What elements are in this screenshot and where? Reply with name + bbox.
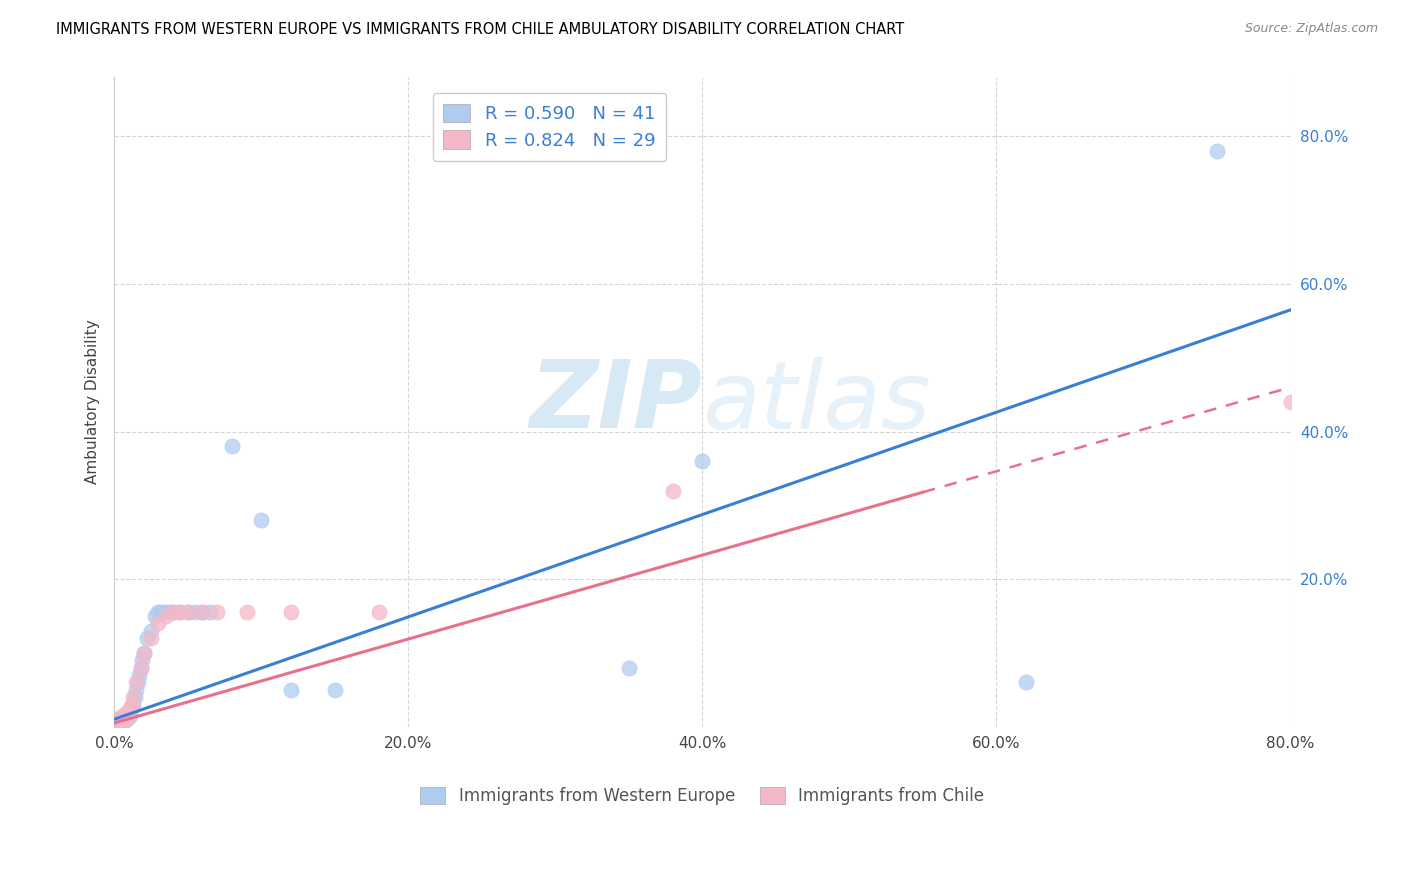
Point [205, 605, 228, 619]
Legend: Immigrants from Western Europe, Immigrants from Chile: Immigrants from Western Europe, Immigran… [413, 780, 991, 812]
Point [662, 483, 685, 498]
Point [121, 701, 143, 715]
Point [111, 714, 134, 728]
Point [114, 714, 136, 728]
Point [132, 646, 155, 660]
Point [177, 605, 200, 619]
Point [221, 439, 243, 453]
Point [198, 605, 221, 619]
Point [191, 605, 214, 619]
Point [150, 605, 173, 619]
Point [125, 675, 148, 690]
Point [104, 715, 127, 730]
Point [184, 605, 207, 619]
Point [135, 631, 157, 645]
Point [118, 705, 141, 719]
Point [129, 660, 152, 674]
Point [111, 715, 134, 730]
Point [131, 653, 153, 667]
Point [162, 605, 184, 619]
Point [191, 605, 214, 619]
Point [104, 715, 127, 730]
Point [117, 712, 139, 726]
Point [108, 712, 131, 726]
Point [617, 660, 640, 674]
Point [155, 609, 177, 624]
Point [148, 616, 170, 631]
Point [108, 714, 131, 728]
Point [1206, 145, 1229, 159]
Point [155, 605, 177, 619]
Point [110, 708, 132, 723]
Point [118, 705, 141, 719]
Point [1015, 675, 1038, 690]
Point [162, 605, 184, 619]
Point [235, 605, 257, 619]
Point [139, 624, 162, 638]
Point [692, 454, 714, 468]
Point [117, 711, 139, 725]
Point [367, 605, 389, 619]
Point [177, 605, 200, 619]
Point [169, 605, 191, 619]
Point [105, 712, 128, 726]
Point [128, 668, 150, 682]
Point [139, 631, 162, 645]
Point [169, 605, 191, 619]
Point [323, 682, 346, 697]
Point [124, 690, 146, 705]
Text: ZIP: ZIP [530, 356, 703, 448]
Point [250, 513, 273, 527]
Text: IMMIGRANTS FROM WESTERN EUROPE VS IMMIGRANTS FROM CHILE AMBULATORY DISABILITY CO: IMMIGRANTS FROM WESTERN EUROPE VS IMMIGR… [56, 22, 904, 37]
Point [121, 698, 143, 712]
Point [280, 605, 302, 619]
Y-axis label: Ambulatory Disability: Ambulatory Disability [86, 319, 100, 484]
Point [122, 690, 145, 705]
Text: atlas: atlas [703, 357, 931, 448]
Point [159, 605, 181, 619]
Point [120, 701, 142, 715]
Point [132, 646, 155, 660]
Point [127, 675, 149, 690]
Point [105, 714, 128, 728]
Point [148, 605, 170, 619]
Point [120, 708, 142, 723]
Point [115, 706, 138, 721]
Point [107, 715, 129, 730]
Point [125, 682, 148, 697]
Point [129, 660, 152, 674]
Point [280, 682, 302, 697]
Point [115, 708, 138, 723]
Point [110, 711, 132, 725]
Point [122, 698, 145, 712]
Point [107, 715, 129, 730]
Point [145, 609, 167, 624]
Point [1279, 395, 1302, 409]
Text: Source: ZipAtlas.com: Source: ZipAtlas.com [1244, 22, 1378, 36]
Point [114, 711, 136, 725]
